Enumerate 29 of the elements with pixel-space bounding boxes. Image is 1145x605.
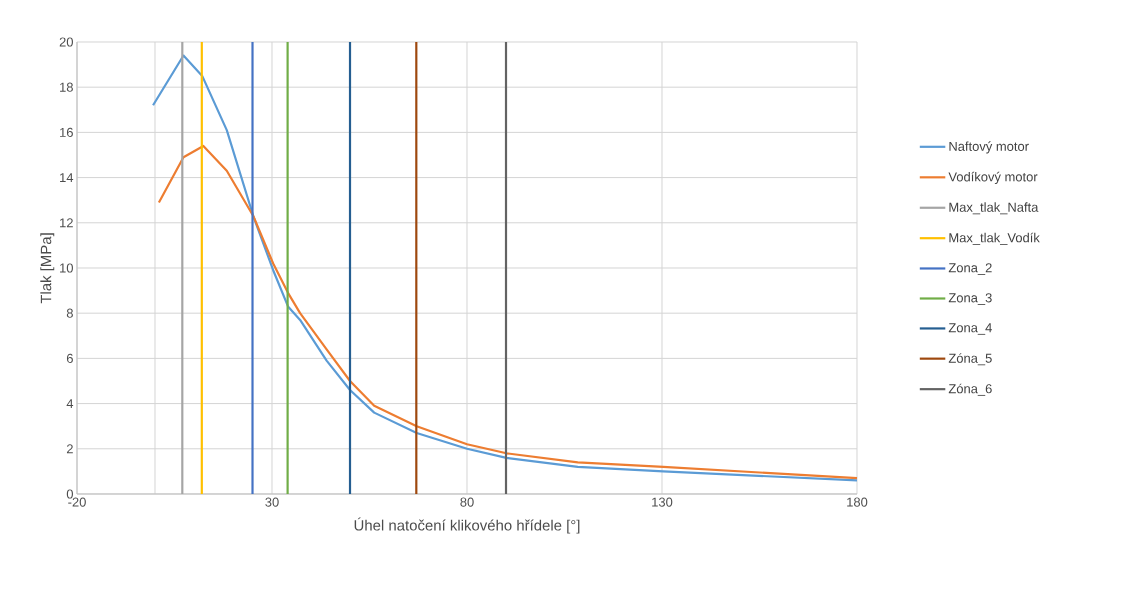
y-tick-label: 20 xyxy=(59,37,73,47)
x-tick-label: 130 xyxy=(652,497,673,507)
y-axis-title: Tlak [MPa] xyxy=(40,233,55,304)
x-axis-title: Úhel natočení klikového hřídele [°] xyxy=(354,517,580,534)
legend-label: Max_tlak_Nafta xyxy=(949,202,1039,215)
legend-label: Zona_4 xyxy=(948,323,992,335)
legend-label: Zóna_6 xyxy=(948,383,992,396)
legend-label: Max_tlak_Vodík xyxy=(949,232,1040,245)
x-tick-label: 180 xyxy=(847,497,868,507)
x-tick-label: -20 xyxy=(68,497,86,507)
y-tick-label: 8 xyxy=(66,308,73,318)
y-tick-label: 6 xyxy=(66,353,73,363)
y-tick-label: 2 xyxy=(66,444,73,454)
x-tick-label: 80 xyxy=(460,497,474,507)
y-tick-label: 4 xyxy=(66,399,74,409)
y-tick-label: 18 xyxy=(60,82,73,92)
legend-label: Zona_3 xyxy=(948,293,992,305)
y-tick-label: 10 xyxy=(60,263,73,273)
x-tick-label: 30 xyxy=(265,497,279,507)
legend-label: Vodíkový motor xyxy=(948,171,1038,185)
y-tick-label: 14 xyxy=(60,173,74,183)
legend-label: Zóna_5 xyxy=(948,353,992,366)
line-series xyxy=(151,54,859,482)
legend-label: Zona_2 xyxy=(948,263,992,275)
legend-label: Naftový motor xyxy=(949,141,1029,154)
line-series xyxy=(157,144,859,480)
y-tick-label: 0 xyxy=(66,489,73,499)
y-tick-label: 16 xyxy=(60,127,73,137)
y-tick-label: 12 xyxy=(60,218,73,228)
